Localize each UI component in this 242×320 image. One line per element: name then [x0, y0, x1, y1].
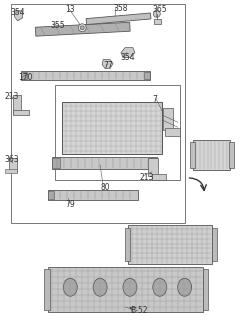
Bar [13, 110, 29, 115]
Text: 365: 365 [153, 5, 167, 14]
Text: 77: 77 [103, 60, 113, 69]
Bar [165, 128, 180, 136]
Bar [163, 108, 173, 130]
Bar [21, 71, 27, 79]
Circle shape [153, 10, 160, 17]
Bar [62, 102, 162, 154]
Bar [229, 142, 234, 168]
Text: B-52: B-52 [130, 306, 147, 315]
Ellipse shape [178, 278, 192, 296]
Ellipse shape [63, 278, 77, 296]
Bar [48, 191, 54, 199]
Text: 363: 363 [5, 155, 19, 164]
Bar [125, 228, 130, 261]
Bar [55, 85, 180, 180]
Text: 13: 13 [65, 5, 75, 14]
Bar [148, 158, 158, 176]
Polygon shape [15, 11, 23, 21]
Text: 354: 354 [120, 52, 135, 62]
Bar [48, 268, 203, 312]
Polygon shape [121, 48, 135, 58]
Polygon shape [102, 60, 113, 68]
Bar [53, 158, 60, 168]
Circle shape [78, 24, 86, 32]
Bar [149, 158, 157, 168]
Ellipse shape [123, 278, 137, 296]
Text: 213: 213 [140, 173, 154, 182]
Bar [189, 142, 195, 168]
Bar [154, 19, 161, 24]
Bar [203, 269, 209, 310]
Bar [193, 140, 230, 170]
Bar [48, 190, 138, 200]
Bar [13, 95, 21, 113]
Text: 358: 358 [113, 4, 128, 13]
Bar [86, 13, 151, 25]
Circle shape [80, 26, 84, 30]
Bar [9, 158, 17, 172]
Bar [5, 169, 17, 173]
Ellipse shape [93, 278, 107, 296]
Text: 80: 80 [100, 183, 110, 192]
Bar [53, 157, 157, 169]
Bar [21, 70, 150, 80]
Text: 355: 355 [50, 21, 65, 30]
Bar [45, 269, 50, 310]
Ellipse shape [153, 278, 167, 296]
Bar [11, 4, 185, 223]
Bar [212, 228, 218, 261]
Text: 354: 354 [11, 8, 25, 17]
Text: 79: 79 [65, 200, 75, 209]
Text: 213: 213 [5, 92, 19, 101]
Bar [35, 22, 130, 36]
Bar [128, 225, 212, 264]
Bar [152, 174, 166, 180]
Bar [144, 71, 150, 79]
Text: 7: 7 [153, 95, 158, 104]
Text: 170: 170 [19, 74, 33, 83]
